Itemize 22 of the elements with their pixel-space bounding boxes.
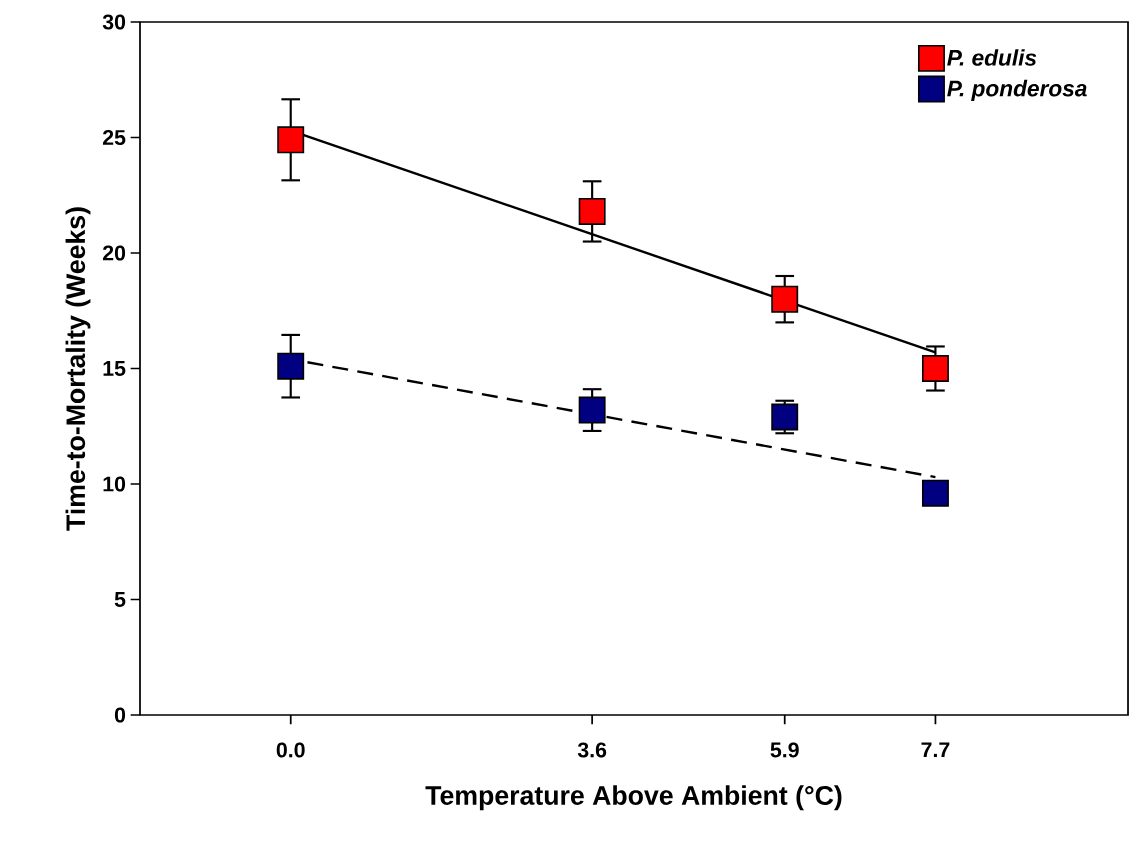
point — [771, 285, 799, 313]
point — [578, 396, 606, 424]
point — [277, 352, 305, 380]
y-tick-label: 25 — [102, 129, 126, 146]
x-tick-label: 7.7 — [921, 742, 950, 758]
y-tick-label: 20 — [102, 245, 126, 261]
x-axis-title: Temperature Above Ambient (°C) — [425, 785, 842, 811]
point — [921, 479, 949, 507]
y-axis-title: Time-to-Mortality (Weeks) — [65, 207, 91, 531]
point — [277, 126, 305, 154]
y-tick-label: 5 — [114, 592, 126, 607]
y-tick-label: 30 — [102, 14, 126, 30]
legend-label: P. edulis — [947, 49, 1037, 66]
legend-label: P. ponderosa — [947, 79, 1087, 101]
y-tick-label: 15 — [103, 361, 126, 376]
point — [921, 355, 949, 382]
y-tick-label: 0 — [114, 707, 126, 723]
x-tick-label: 3.6 — [577, 742, 607, 758]
point — [578, 197, 606, 225]
x-tick-label: 5.9 — [770, 742, 799, 758]
y-tick-label: 10 — [103, 476, 126, 492]
x-tick-label: 0.0 — [276, 742, 305, 758]
